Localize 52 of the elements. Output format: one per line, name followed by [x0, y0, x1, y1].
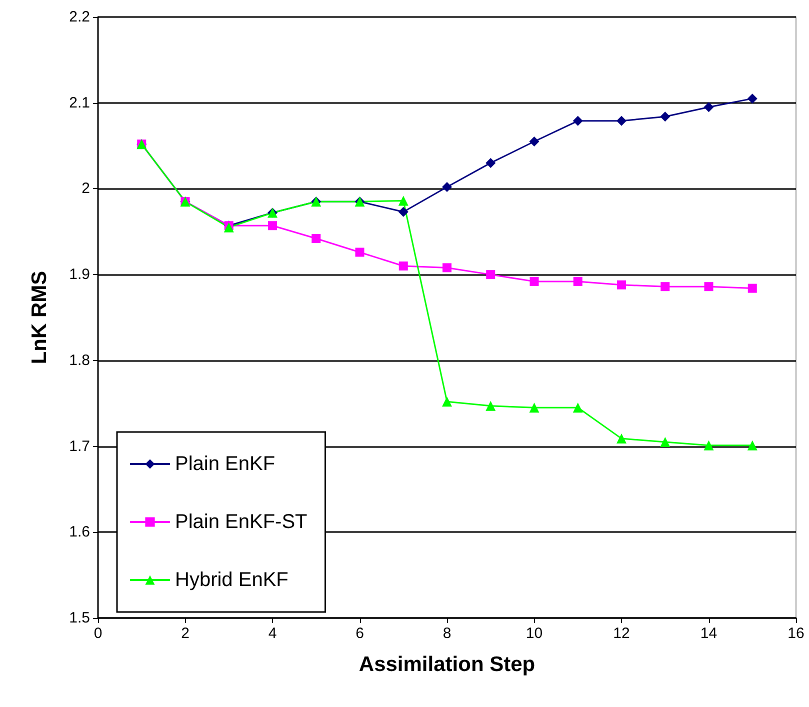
point — [268, 221, 277, 230]
x-tick-label: 16 — [788, 625, 804, 642]
y-tick-label: 2.1 — [69, 94, 90, 112]
point — [572, 402, 583, 413]
point — [486, 158, 496, 168]
point — [572, 116, 583, 126]
point — [486, 400, 496, 411]
x-tick-label: 6 — [356, 625, 364, 642]
point — [748, 284, 757, 293]
point — [704, 282, 714, 292]
point — [529, 136, 540, 146]
point — [312, 234, 321, 244]
point — [530, 276, 539, 286]
point — [747, 94, 758, 104]
point — [616, 116, 626, 126]
y-tick-label: 2 — [82, 180, 90, 198]
point — [355, 248, 364, 257]
point — [398, 206, 408, 217]
y-tick-label: 1.5 — [69, 610, 90, 626]
legend-label: Plain EnKF — [175, 453, 276, 475]
y-tick-label: 1.7 — [69, 438, 90, 455]
x-tick-label: 10 — [526, 625, 543, 642]
y-tick-label: 1.9 — [69, 266, 90, 284]
point — [398, 261, 408, 270]
point — [398, 196, 408, 206]
point — [660, 282, 670, 292]
point — [747, 440, 758, 450]
legend-label: Hybrid EnKF — [175, 569, 288, 591]
x-tick-label: 0 — [94, 625, 102, 642]
x-tick-label: 12 — [613, 625, 630, 642]
point — [442, 182, 452, 192]
x-tick-label: 8 — [442, 625, 452, 642]
point — [704, 440, 714, 450]
y-tick-label: 2.2 — [69, 8, 90, 26]
point — [704, 102, 714, 112]
x-axis-title: Assimilation Step — [358, 653, 536, 676]
point — [573, 276, 582, 286]
point — [442, 396, 452, 407]
y-axis-title: LnK RMS — [28, 270, 51, 364]
x-tick-label: 2 — [181, 625, 190, 642]
x-tick-label: 14 — [700, 625, 718, 642]
point — [486, 270, 496, 280]
y-tick-label: 1.8 — [69, 352, 90, 369]
point — [660, 436, 670, 447]
point — [660, 112, 670, 122]
point — [616, 434, 626, 444]
point — [617, 280, 626, 290]
point — [529, 402, 540, 413]
x-tick-label: 4 — [268, 625, 277, 642]
legend-label: Plain EnKF-ST — [175, 511, 308, 533]
y-tick-label: 1.6 — [69, 524, 90, 541]
point — [442, 263, 452, 272]
